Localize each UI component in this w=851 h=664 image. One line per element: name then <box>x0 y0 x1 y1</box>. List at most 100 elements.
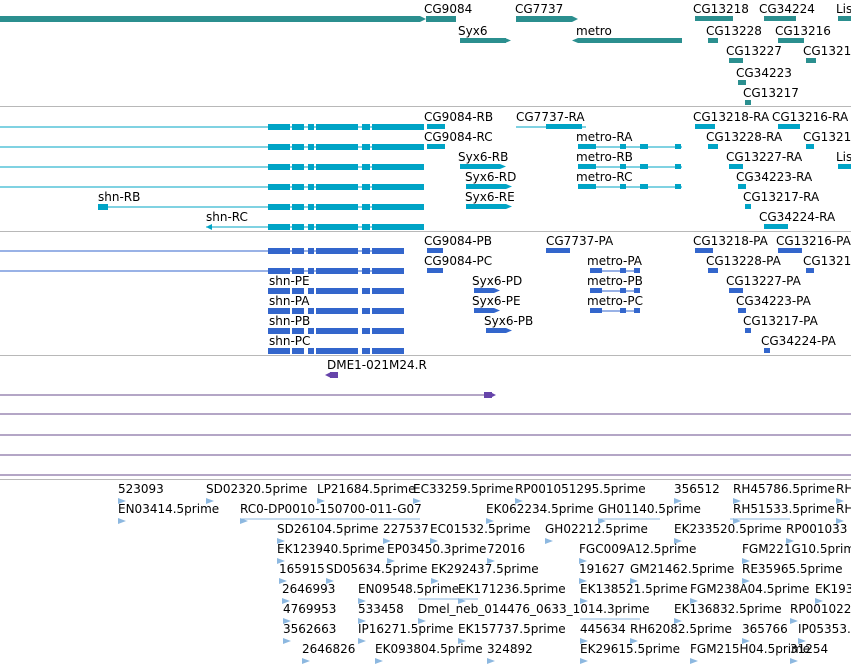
mrna-label-cg13217-ra[interactable]: CG13217-RA <box>743 190 820 204</box>
est-arrow-icon[interactable] <box>118 518 126 524</box>
ests-label-rp001051295-5prime[interactable]: RP001051295.5prime <box>515 482 646 496</box>
exon[interactable] <box>362 164 370 170</box>
gene-cg13216[interactable] <box>778 38 804 43</box>
ests-label-rh[interactable]: RH <box>836 482 851 496</box>
est-arrow-icon[interactable] <box>630 578 638 584</box>
genes-label-cg34224[interactable]: CG34224 <box>759 2 815 16</box>
est-arrow-icon[interactable] <box>580 658 588 664</box>
exon[interactable] <box>268 328 290 334</box>
ests-label-2646826[interactable]: 2646826 <box>302 642 356 656</box>
exon[interactable] <box>806 144 814 149</box>
ests-label-rh45786-5prime[interactable]: RH45786.5prime <box>733 482 835 496</box>
exon[interactable] <box>316 124 358 130</box>
est-arrow-icon[interactable] <box>413 498 421 504</box>
est-arrow-icon[interactable] <box>545 538 553 544</box>
exon[interactable] <box>372 164 424 170</box>
exon[interactable] <box>316 328 358 334</box>
ests-label-fgm221g10-5prime[interactable]: FGM221G10.5prime <box>742 542 851 556</box>
ests-label-ip16271-5prime[interactable]: IP16271.5prime <box>358 622 454 636</box>
exon[interactable] <box>620 308 626 313</box>
ests-label-3562663[interactable]: 3562663 <box>283 622 337 636</box>
ests-label-324892[interactable]: 324892 <box>487 642 533 656</box>
mrna-label-cg13227-ra[interactable]: CG13227-RA <box>726 150 803 164</box>
exon[interactable] <box>98 204 108 210</box>
gene-cg34223[interactable] <box>738 80 746 85</box>
exon[interactable] <box>474 308 494 313</box>
exon[interactable] <box>316 184 358 190</box>
est-arrow-icon[interactable] <box>515 498 523 504</box>
est-arrow-icon[interactable] <box>836 518 844 524</box>
exon[interactable] <box>316 248 358 254</box>
exon[interactable] <box>268 348 290 354</box>
protein-label-syx6-pb[interactable]: Syx6-PB <box>484 314 534 328</box>
mrna-label-cg7737-ra[interactable]: CG7737-RA <box>516 110 585 124</box>
exon[interactable] <box>620 144 626 149</box>
protein-label-shn-pc[interactable]: shn-PC <box>269 334 311 348</box>
genes-label-lis[interactable]: Lis <box>836 2 851 16</box>
est-arrow-icon[interactable] <box>690 598 698 604</box>
exon[interactable] <box>362 184 370 190</box>
est-arrow-icon[interactable] <box>733 498 741 504</box>
ests-label-445634[interactable]: 445634 <box>580 622 626 636</box>
exon[interactable] <box>268 144 290 150</box>
gene-cg9084[interactable] <box>426 16 456 22</box>
exon[interactable] <box>578 164 596 169</box>
exon[interactable] <box>738 308 746 313</box>
est-arrow-icon[interactable] <box>358 618 366 624</box>
ests-label-533458[interactable]: 533458 <box>358 602 404 616</box>
ests-label-fgm238a04-5prime[interactable]: FGM238A04.5prime <box>690 582 810 596</box>
exon[interactable] <box>427 144 445 149</box>
protein-label-cg9084-pc[interactable]: CG9084-PC <box>424 254 493 268</box>
genes-label-cg13216[interactable]: CG13216 <box>775 24 831 38</box>
mrna-label-cg34224-ra[interactable]: CG34224-RA <box>759 210 836 224</box>
exon[interactable] <box>590 308 602 313</box>
mrna-label-syx6-rd[interactable]: Syx6-RD <box>465 170 517 184</box>
est-arrow-icon[interactable] <box>798 638 806 644</box>
ests-label-4769953[interactable]: 4769953 <box>283 602 337 616</box>
gene-cg1321[interactable] <box>806 58 816 63</box>
protein-label-metro-pb[interactable]: metro-PB <box>587 274 643 288</box>
gene-lis[interactable] <box>838 16 851 21</box>
est-arrow-icon[interactable] <box>790 618 798 624</box>
exon[interactable] <box>268 248 290 254</box>
exon[interactable] <box>634 308 640 313</box>
protein-label-shn-pb[interactable]: shn-PB <box>269 314 311 328</box>
exon[interactable] <box>292 144 304 150</box>
exon[interactable] <box>292 348 304 354</box>
est-arrow-icon[interactable] <box>786 538 794 544</box>
ests-label-sd05634-5prime[interactable]: SD05634.5prime <box>326 562 428 576</box>
est-arrow-icon[interactable] <box>815 598 823 604</box>
ests-label-dmel-neb-014476-0633-1014-3prime[interactable]: Dmel_neb_014476_0633_1014.3prime <box>418 602 650 616</box>
est-arrow-icon[interactable] <box>317 498 325 504</box>
ests-label-sd02320-5prime[interactable]: SD02320.5prime <box>206 482 308 496</box>
exon[interactable] <box>427 248 443 253</box>
genes-label-cg7737[interactable]: CG7737 <box>515 2 564 16</box>
est-arrow-icon[interactable] <box>487 558 495 564</box>
exon[interactable] <box>764 224 788 229</box>
genes-label-cg1321[interactable]: CG1321 <box>803 44 851 58</box>
exon[interactable] <box>675 184 681 189</box>
exon[interactable] <box>695 124 715 129</box>
exon[interactable] <box>308 164 314 170</box>
protein-label-syx6-pd[interactable]: Syx6-PD <box>472 274 523 288</box>
mrna-label-lis[interactable]: Lis <box>836 150 851 164</box>
est-arrow-icon[interactable] <box>430 538 438 544</box>
exon[interactable] <box>546 124 582 129</box>
gene-cg13227[interactable] <box>729 58 743 63</box>
exon[interactable] <box>292 328 304 334</box>
protein-label-shn-pe[interactable]: shn-PE <box>269 274 310 288</box>
mrna-label-syx6-re[interactable]: Syx6-RE <box>465 190 515 204</box>
ests-label-ek138521-5prime[interactable]: EK138521.5prime <box>580 582 688 596</box>
est-arrow-icon[interactable] <box>283 638 291 644</box>
exon[interactable] <box>268 184 290 190</box>
ests-label-72016[interactable]: 72016 <box>487 542 526 556</box>
exon[interactable] <box>362 348 370 354</box>
ests-label-ek233520-5prime[interactable]: EK233520.5prime <box>674 522 782 536</box>
exon[interactable] <box>620 184 626 189</box>
est-arrow-icon[interactable] <box>358 638 366 644</box>
exon[interactable] <box>308 348 314 354</box>
exon[interactable] <box>778 124 800 129</box>
exon[interactable] <box>308 204 314 210</box>
mrna-label-cg13228-ra[interactable]: CG13228-RA <box>706 130 783 144</box>
ests-label-ek193[interactable]: EK193 <box>815 582 851 596</box>
